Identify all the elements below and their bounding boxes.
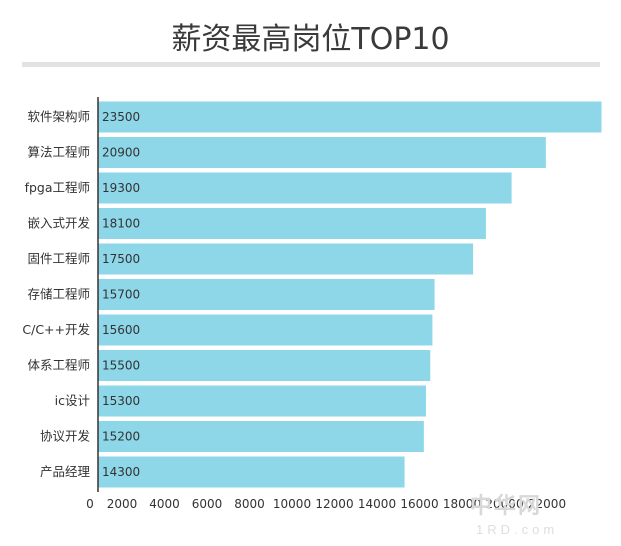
value-label: 15500: [102, 359, 140, 373]
value-label: 19300: [102, 181, 140, 195]
x-tick-label: 20000: [485, 497, 523, 511]
title-divider: [22, 62, 600, 67]
bar: [98, 314, 433, 346]
bar: [98, 421, 424, 452]
value-label: 15700: [102, 288, 140, 302]
x-tick-label: 16000: [400, 497, 438, 511]
x-tick-label: 6000: [192, 497, 223, 511]
value-label: 17500: [102, 252, 140, 266]
x-tick-label: 8000: [234, 497, 265, 511]
x-tick-labels: 0 2000 4000 6000 8000 10000 12000 14000 16000 180…: [86, 497, 566, 511]
value-label: 18100: [102, 217, 140, 231]
watermark-text: 1RD.com: [476, 522, 559, 537]
bar: [98, 385, 426, 417]
category-label: fpga工程师: [25, 180, 90, 195]
bar: [98, 350, 431, 381]
value-label: 23500: [102, 110, 140, 124]
x-tick-label: 14000: [358, 497, 396, 511]
bar: [98, 243, 474, 275]
watermark-logo: 中华网: [470, 493, 543, 518]
x-tick-label: 22000: [528, 497, 566, 511]
category-label: 产品经理: [40, 464, 91, 479]
category-label: ic设计: [55, 393, 90, 408]
x-tick-label: 10000: [273, 497, 311, 511]
category-label: C/C++开发: [22, 322, 90, 337]
chart-title: 薪资最高岗位TOP10: [171, 22, 450, 57]
category-label: 软件架构师: [27, 109, 90, 124]
x-tick-label: 2000: [107, 497, 138, 511]
category-label: 固件工程师: [27, 251, 90, 266]
x-tick-label: 4000: [149, 497, 180, 511]
bar: [98, 172, 512, 204]
x-tick-label: 18000: [443, 497, 481, 511]
category-label: 存储工程师: [27, 287, 90, 302]
category-label: 算法工程师: [27, 145, 90, 160]
value-label: 20900: [102, 146, 140, 160]
bar: [98, 279, 435, 310]
value-label: 15200: [102, 430, 140, 444]
bar: [98, 137, 546, 168]
value-label: 15300: [102, 394, 140, 408]
category-label: 嵌入式开发: [27, 216, 90, 231]
x-tick-label: 0: [86, 497, 94, 511]
value-label: 14300: [102, 465, 140, 479]
bars-layer: 软件架构师 23500 算法工程师 20900 fpga工程师 19300 嵌入式开发 181…: [22, 101, 602, 488]
category-label: 协议开发: [40, 429, 91, 444]
category-label: 体系工程师: [27, 358, 90, 373]
bar: [98, 456, 405, 488]
bar: [98, 208, 486, 239]
value-label: 15600: [102, 323, 140, 337]
bar: [98, 101, 602, 133]
x-tick-label: 12000: [315, 497, 353, 511]
